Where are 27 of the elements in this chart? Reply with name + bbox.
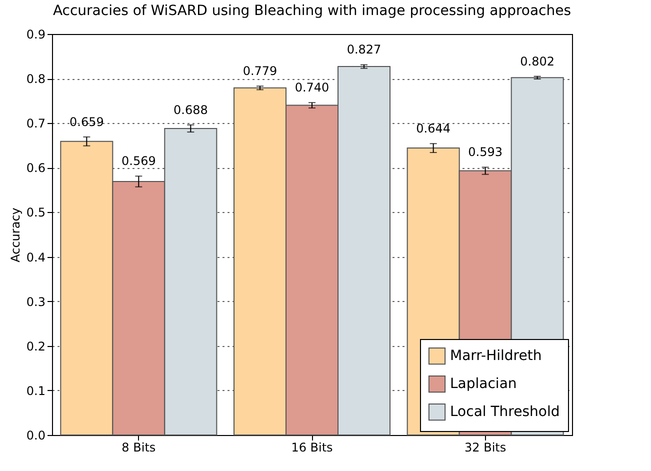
data-label: 0.740 (294, 80, 330, 95)
y-axis-title: Accuracy (8, 208, 22, 262)
y-tick-label: 0.6 (26, 161, 46, 176)
y-tick-label: 0.8 (26, 72, 46, 86)
legend-label: Marr-Hildreth (450, 348, 542, 364)
data-label: 0.569 (121, 154, 156, 168)
y-tick-label: 0.2 (26, 339, 46, 354)
x-tick-label: 32 Bits (464, 440, 506, 454)
data-label: 0.593 (468, 145, 503, 160)
data-label: 0.688 (173, 102, 208, 117)
y-tick-label: 0.1 (26, 384, 46, 398)
legend-label: Local Threshold (450, 404, 560, 420)
data-label: 0.827 (346, 42, 382, 57)
y-tick-label: 0.3 (26, 294, 46, 309)
legend-label: Laplacian (450, 376, 517, 392)
y-tick-label: 0.0 (26, 428, 46, 442)
data-label: 0.659 (69, 114, 104, 129)
chart-title: Accuracies of WiSARD using Bleaching with image processing approaches (52, 3, 572, 19)
y-tick-label: 0.5 (26, 206, 46, 220)
data-label: 0.644 (416, 122, 451, 136)
x-tick-label: 16 Bits (291, 440, 333, 454)
y-tick-label: 0.4 (26, 250, 46, 264)
y-tick-label: 0.9 (26, 28, 46, 42)
y-tick-label: 0.7 (26, 116, 46, 131)
data-label: 0.802 (520, 54, 555, 68)
x-tick-label: 8 Bits (122, 440, 156, 454)
data-label: 0.779 (242, 64, 278, 78)
